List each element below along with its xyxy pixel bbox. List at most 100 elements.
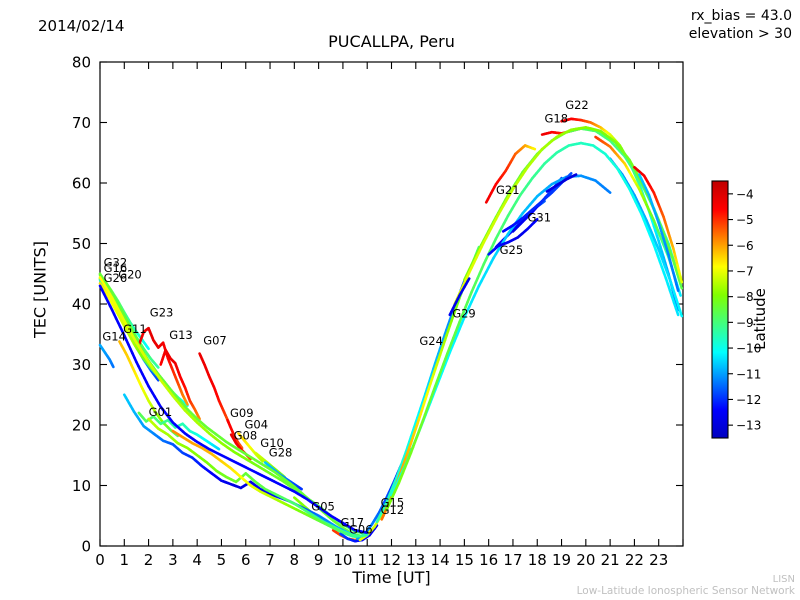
series-G35 [98,272,364,538]
series-segment [534,218,539,223]
series-segment [679,275,684,284]
series-segment [260,458,265,463]
satellite-label-G12: G12 [381,503,405,517]
y-tick-label: 0 [81,538,91,556]
series-segment [185,401,189,406]
series-segment [606,189,612,194]
satellite-label-G16: G16 [104,261,128,275]
date-label: 2014/02/14 [38,17,125,35]
satellite-label-G22: G22 [565,98,589,112]
x-tick-label: 9 [314,551,324,569]
series-segment [197,416,201,421]
y-tick-label: 80 [72,54,91,72]
colorbar-tick-label: −6 [736,239,754,253]
plot-frame [99,61,684,547]
series-segment [674,307,680,317]
attribution-lisn: LISN [772,574,795,585]
page-title: PUCALLPA, Peru [328,32,455,51]
x-tick-label: 13 [406,551,425,569]
y-tick-label: 70 [72,114,91,132]
satellite-label-G25: G25 [500,243,524,257]
colorbar-tick-label: −7 [736,264,754,278]
series-G14 [98,343,115,369]
colorbar-tick-label: −10 [736,342,761,356]
satellite-label-G15: G15 [381,496,405,510]
series-G02 [453,126,684,306]
satellite-label-G31: G31 [528,211,552,225]
x-tick-label: 1 [120,551,130,569]
x-tick-label: 20 [576,551,595,569]
y-tick-label: 50 [72,235,91,253]
series-G37 [98,284,369,534]
series-G13 [159,348,201,421]
satellite-label-G28: G28 [269,446,293,460]
x-tick-label: 21 [601,551,620,569]
series-G36 [98,276,369,536]
series-G21 [484,144,537,204]
series-G34 [633,165,684,284]
series-segment [216,447,221,451]
series-G41 [385,141,680,512]
series-segment [678,309,684,318]
series-segment [568,172,573,177]
series-G42 [487,218,539,256]
series-segment [240,445,244,450]
series-G40 [171,429,369,538]
satellite-label-G23: G23 [150,306,174,320]
y-tick-label: 30 [72,356,91,374]
satellite-label-G21: G21 [496,183,520,197]
satellite-label-G11: G11 [123,322,147,336]
series-segment [299,487,303,491]
y-tick-label: 60 [72,175,91,193]
colorbar-tick-label: −8 [736,290,754,304]
series-group [98,117,684,543]
series-G43 [545,173,578,193]
colorbar-tick-label: −9 [736,316,754,330]
colorbar-tick-label: −13 [736,419,761,433]
satellite-label-G18: G18 [545,112,569,126]
x-tick-label: 7 [265,551,275,569]
series-segment [531,147,537,151]
y-tick-label: 20 [72,417,91,435]
satellite-label-G14: G14 [102,329,126,343]
series-segment [466,277,471,283]
series-segment [573,173,578,177]
x-tick-label: 3 [168,551,178,569]
satellite-label-G32: G32 [104,256,128,270]
satellite-label-G24: G24 [419,334,443,348]
satellite-label-G20: G20 [118,268,142,282]
x-tick-label: 19 [552,551,571,569]
satellite-label-G10: G10 [260,436,284,450]
x-tick-label: 22 [625,551,644,569]
x-tick-label: 15 [455,551,474,569]
colorbar-tick-label: −4 [736,187,754,201]
x-tick-label: 11 [358,551,377,569]
series-segment [155,377,160,382]
rx-bias-label: rx_bias = 43.0 [690,8,792,24]
satellite-label-G04: G04 [245,418,269,432]
satellite-label-G09: G09 [230,406,254,420]
satellite-label-G07: G07 [203,334,227,348]
x-tick-label: 14 [431,551,450,569]
series-segment [175,433,180,438]
series-G07 [198,352,231,424]
x-tick-label: 5 [217,551,227,569]
series-segment [146,346,150,351]
x-tick-label: 6 [241,551,251,569]
series-G44 [448,277,471,317]
x-tick-label: 12 [382,551,401,569]
colorbar-tick-label: −11 [736,367,761,381]
colorbar-tick-label: −5 [736,213,754,227]
satellite-label-G26: G26 [104,271,128,285]
satellite-label-G06: G06 [349,522,373,536]
series-segment [541,199,546,204]
series-segment [675,283,680,292]
satellite-label-G13: G13 [169,328,193,342]
series-G19 [501,172,573,233]
x-tick-label: 10 [333,551,352,569]
x-tick-label: 17 [503,551,522,569]
x-tick-label: 18 [528,551,547,569]
